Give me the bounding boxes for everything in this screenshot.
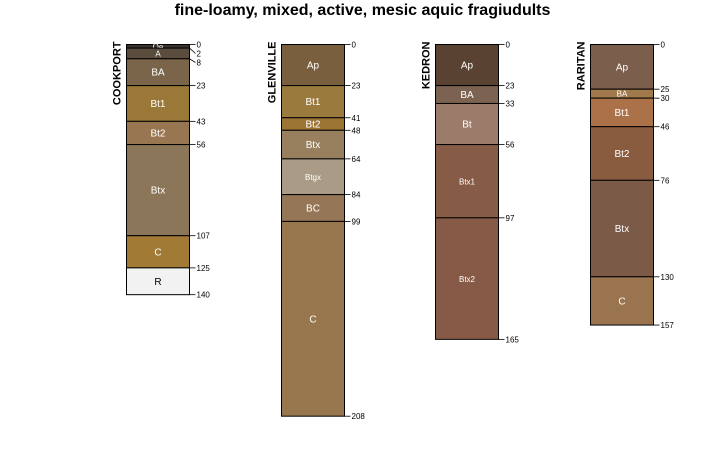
- horizon-label: C: [154, 247, 161, 258]
- horizon-label: Bt1: [305, 97, 320, 108]
- horizon-btx: [281, 129, 345, 160]
- horizon-bt2: [590, 126, 654, 181]
- horizon-btgx: [281, 158, 345, 196]
- horizon-c: [281, 220, 345, 417]
- depth-label: 107: [197, 232, 211, 241]
- depth-label: 0: [197, 41, 202, 50]
- horizon-label: Bt2: [614, 149, 629, 160]
- horizon-label: C: [618, 296, 625, 307]
- depth-label: 33: [506, 99, 515, 108]
- depth-label: 76: [661, 176, 670, 185]
- depth-label: 25: [661, 85, 670, 94]
- depth-label: 84: [352, 191, 361, 200]
- profile-kedron: KEDRON Ap BA Bt Btx1 Btx2 0 23 33 56 97 165: [421, 41, 520, 345]
- depth-label: 64: [352, 155, 361, 164]
- horizon-label: Bt2: [305, 120, 320, 131]
- horizon-label: Bt1: [614, 108, 629, 119]
- depth-label: 130: [661, 273, 675, 282]
- depth-label: 56: [506, 141, 515, 150]
- horizon-ap: [281, 44, 345, 87]
- depth-label: 97: [506, 214, 515, 223]
- figure-title: fine-loamy, mixed, active, mesic aquic f…: [174, 2, 551, 19]
- depth-tick: [189, 47, 196, 54]
- horizon-btx: [126, 144, 190, 237]
- horizon-label: A: [155, 49, 161, 58]
- depth-label: 165: [506, 335, 520, 344]
- horizon-label: Btgx: [305, 173, 321, 182]
- horizon-c: [590, 276, 654, 326]
- depth-label: 56: [197, 141, 206, 150]
- horizon-bt1: [281, 85, 345, 119]
- horizon-btx1: [435, 144, 499, 219]
- horizon-label: Bt2: [150, 128, 165, 139]
- horizon-label: BA: [460, 90, 474, 101]
- horizon-label: R: [154, 277, 161, 288]
- horizon-label: Bt1: [150, 99, 165, 110]
- depth-label: 48: [352, 126, 361, 135]
- depth-label: 46: [661, 123, 670, 132]
- horizon-label: BA: [617, 90, 628, 99]
- depth-label: 0: [506, 41, 511, 50]
- horizon-label: Btx: [306, 140, 320, 151]
- horizon-bt: [435, 102, 499, 146]
- depth-label: 23: [197, 82, 206, 91]
- depth-label: 43: [197, 117, 206, 126]
- horizon-btx2: [435, 217, 499, 340]
- depth-label: 0: [661, 41, 666, 50]
- horizon-label: Oe: [153, 42, 164, 51]
- profile-name: KEDRON: [421, 41, 433, 89]
- depth-label: 0: [352, 41, 357, 50]
- horizon-label: Btx2: [459, 275, 476, 284]
- horizon-label: C: [309, 314, 316, 325]
- depth-label: 157: [661, 321, 675, 330]
- horizon-label: BC: [306, 204, 320, 215]
- depth-tick: [189, 58, 196, 63]
- horizon-label: Ap: [461, 61, 474, 72]
- horizon-label: Btx: [151, 186, 165, 197]
- horizon-label: Ap: [307, 61, 320, 72]
- depth-label: 30: [661, 94, 670, 103]
- depth-label: 2: [197, 50, 202, 59]
- horizon-label: Ap: [616, 62, 629, 73]
- horizon-ap: [435, 44, 499, 87]
- horizon-label: Btx: [615, 224, 629, 235]
- depth-label: 23: [352, 82, 361, 91]
- profile-cookport: COOKPORT OeA BA Bt1 Bt2 Btx C R 028 23 43 56 107 125 1…: [112, 41, 211, 300]
- depth-label: 125: [197, 264, 211, 273]
- depth-label: 140: [197, 291, 211, 300]
- profile-name: RARITAN: [576, 41, 588, 90]
- depth-label: 23: [506, 82, 515, 91]
- horizon-c: [126, 235, 190, 269]
- profile-glenville: GLENVILLE Ap Bt1 Bt2 Btx Btgx BC C 0 23 41 48 64 84 99…: [267, 41, 366, 422]
- horizon-label: Bt: [462, 120, 472, 131]
- horizon-ba: [126, 58, 190, 87]
- profile-name: COOKPORT: [112, 41, 124, 105]
- horizon-label: Btx1: [459, 178, 476, 187]
- horizon-r: [126, 267, 190, 296]
- depth-label: 41: [352, 114, 361, 123]
- horizon-label: BA: [151, 68, 165, 79]
- depth-label: 8: [197, 59, 202, 68]
- depth-label: 208: [352, 412, 366, 421]
- horizon-bt1: [590, 97, 654, 128]
- depth-label: 99: [352, 217, 361, 226]
- profile-name: GLENVILLE: [267, 42, 279, 104]
- horizon-bc: [281, 194, 345, 222]
